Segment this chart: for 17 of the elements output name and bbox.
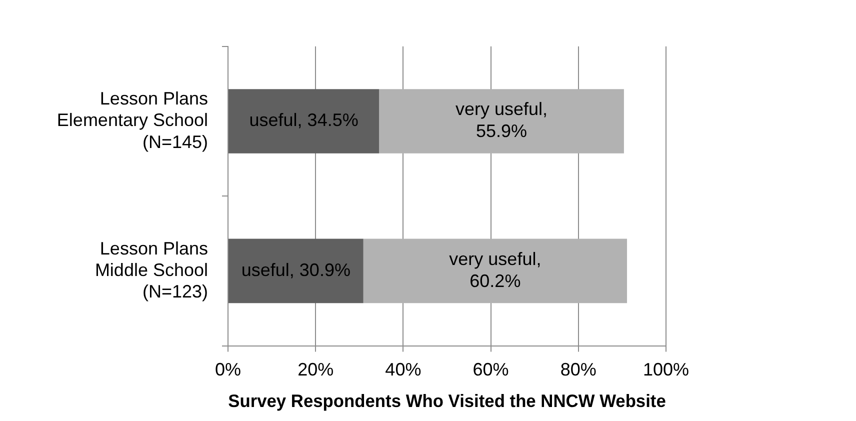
data-label: useful, 30.9% — [241, 260, 350, 280]
data-label: very useful, 55.9% — [456, 99, 548, 142]
data-label: very useful, 60.2% — [449, 248, 542, 291]
x-tick-label: 40% — [385, 360, 422, 380]
y-tick-label: Lesson Plans Middle School (N=123) — [94, 238, 208, 302]
bar — [228, 238, 364, 304]
x-tick-label: 100% — [642, 360, 690, 380]
y-tick-label: Lesson Plans Elementary School (N=145) — [56, 88, 208, 152]
bar — [363, 238, 628, 304]
data-label: useful, 34.5% — [249, 110, 358, 130]
bar — [228, 89, 380, 154]
x-tick-label: 0% — [214, 360, 242, 380]
x-tick-label: 60% — [472, 360, 509, 380]
x-tick-label: 80% — [560, 360, 596, 380]
x-axis-title: Survey Respondents Who Visited the NNCW Website — [228, 390, 666, 412]
bar — [379, 89, 624, 154]
x-tick-label: 20% — [298, 360, 334, 380]
